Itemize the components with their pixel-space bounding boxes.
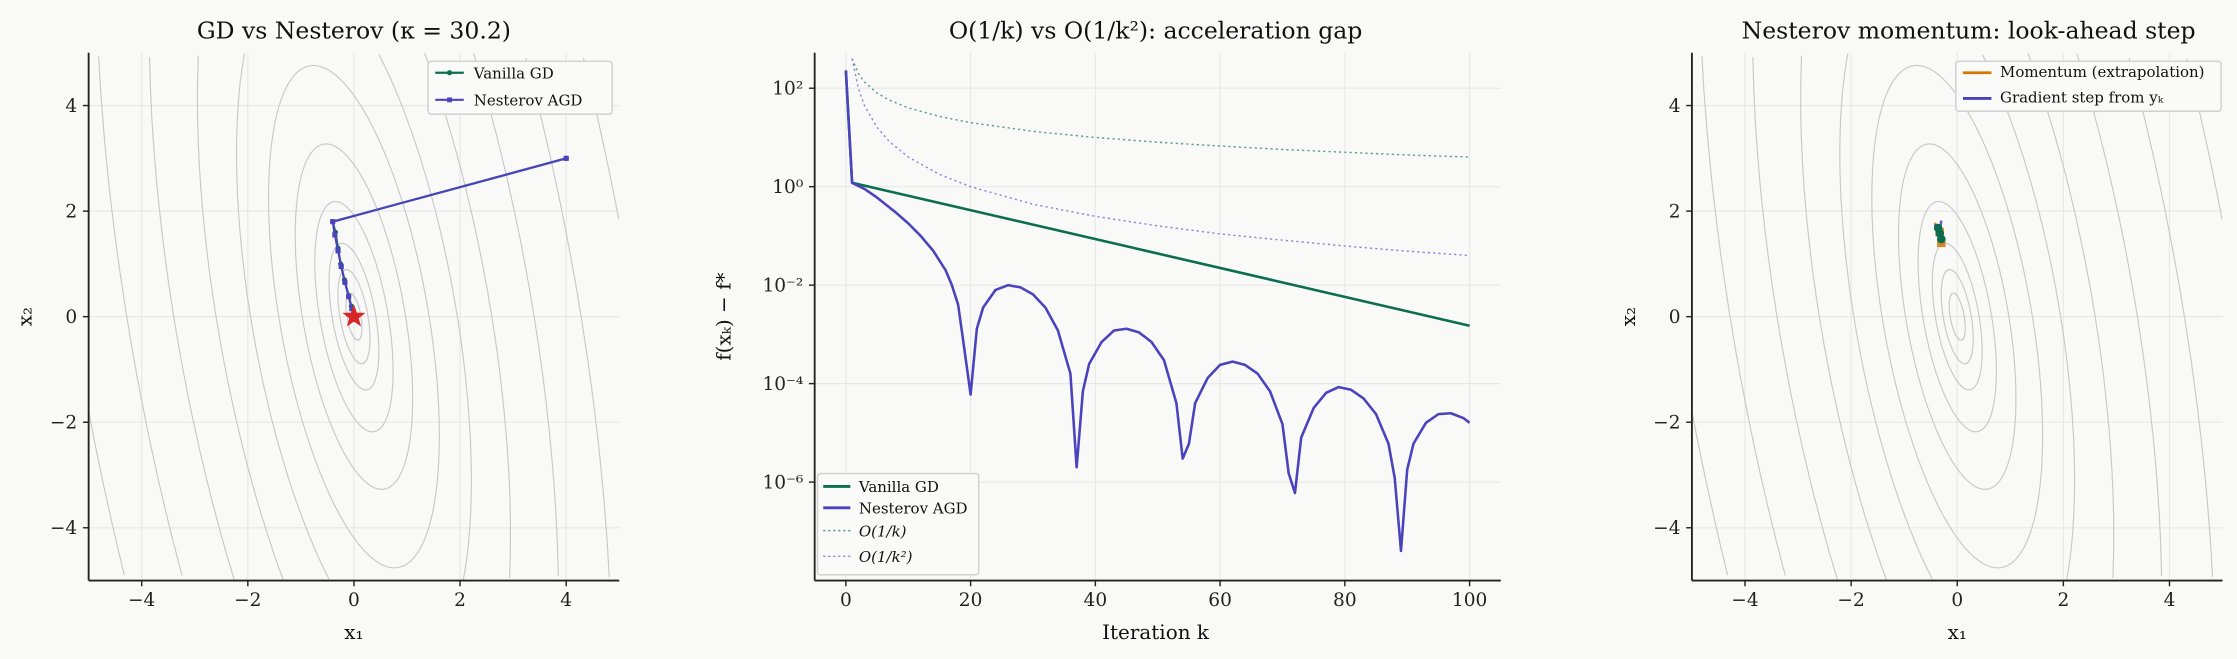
contour-line (1917, 200, 1997, 433)
nesterov-point (335, 248, 341, 254)
legend-label-o1k2: O(1/k²) (859, 548, 913, 566)
x-tick-label: 0 (840, 590, 852, 611)
legend-box (1955, 60, 2222, 112)
contour-line (1839, 53, 2076, 580)
legend-box (427, 60, 613, 115)
contour-line (196, 52, 511, 581)
nesterov-point (342, 279, 348, 285)
x-tick-label: 2 (454, 590, 466, 611)
y-tick-label: 10⁰ (772, 177, 803, 198)
x-tick-label: 100 (1452, 590, 1487, 611)
y-tick-label: −4 (1653, 518, 1680, 539)
optimum-star-icon (342, 304, 366, 327)
x-axis-label: x₁ (344, 620, 363, 644)
iterate-point-x (1937, 234, 1946, 244)
legend-marker-gd (446, 70, 453, 76)
nesterov-point (330, 219, 336, 225)
y-tick-label: 4 (65, 96, 77, 117)
contour-line (1701, 56, 2214, 578)
legend-marker-nesterov (447, 97, 452, 103)
y-axis-label: x₂ (13, 307, 37, 326)
y-tick-label: 10⁻² (762, 276, 803, 297)
contour-line (314, 200, 394, 433)
y-tick-label: −2 (50, 413, 77, 434)
contour-line (1800, 52, 2115, 581)
x-tick-label: 20 (959, 590, 983, 611)
x-tick-label: 60 (1208, 590, 1232, 611)
legend: Momentum (extrapolation) Gradient step f… (1955, 60, 2222, 112)
legend-label-o1k: O(1/k) (859, 522, 907, 540)
panel-gd-vs-nesterov: −4 −2 0 2 4 −4 −2 0 2 4 GD vs Nesterov (κ = 30.2)… (13, 17, 620, 644)
legend: Vanilla GD Nesterov AGD O(1/k) O(1/k²) (816, 472, 980, 576)
contour-line (294, 143, 414, 490)
contour-lines (1691, 52, 2223, 581)
y-tick-label: 0 (65, 307, 77, 328)
y-tick-label: 2 (65, 202, 77, 223)
legend-label-gradient: Gradient step from yₖ (2000, 89, 2164, 107)
x-tick-label: 0 (1951, 590, 1963, 611)
nesterov-point (349, 306, 355, 312)
contour-line (267, 64, 440, 569)
legend: Vanilla GD Nesterov AGD (427, 60, 613, 115)
y-tick-label: 0 (1669, 307, 1681, 328)
x-axis-label: x₁ (1948, 620, 1967, 644)
legend-box (816, 472, 980, 576)
contour-line (328, 242, 380, 391)
chart-title: O(1/k) vs O(1/k²): acceleration gap (949, 17, 1363, 45)
contour-line (1940, 269, 1974, 365)
y-tick-label: −4 (50, 518, 77, 539)
contour-line (337, 269, 371, 365)
y-tick-label: 10⁻⁴ (762, 374, 803, 395)
legend-label-nesterov: Nesterov AGD (474, 92, 583, 110)
y-axis-label: f(xₖ) − f* (712, 273, 736, 361)
panel-convergence: 0 20 40 60 80 100 10² 10⁰ 10⁻² 10⁻⁴ 10⁻⁶ O(1/k) vs… (712, 17, 1501, 644)
x-tick-label: 4 (560, 590, 572, 611)
contour-line (235, 53, 472, 580)
y-tick-label: 10² (772, 79, 803, 100)
contour-line (1948, 292, 1966, 341)
legend-label-gd: Vanilla GD (473, 64, 554, 82)
o-1-over-k-bound (851, 58, 1470, 158)
legend-label-gd: Vanilla GD (858, 478, 939, 496)
contour-line (1752, 53, 2163, 580)
x-tick-label: −4 (1731, 590, 1758, 611)
contour-line (345, 292, 363, 341)
y-tick-label: 4 (1669, 96, 1681, 117)
nesterov-point (338, 263, 344, 270)
nesterov-point (346, 294, 352, 300)
contour-line (98, 56, 610, 578)
nesterov-curve (844, 70, 1471, 553)
nesterov-point (563, 155, 569, 161)
y-tick-label: 2 (1669, 202, 1681, 223)
panel-lookahead: −4 −2 0 2 4 −4 −2 0 2 4 Nesterov momentum: look-a… (1616, 17, 2223, 644)
x-tick-label: −2 (234, 590, 261, 611)
y-axis-label: x₂ (1616, 307, 1640, 326)
x-tick-label: 2 (2057, 590, 2069, 611)
o-1-over-k2-bound (851, 58, 1470, 257)
contour-line (1897, 143, 2017, 490)
contour-lines (88, 52, 620, 581)
x-tick-label: 80 (1333, 590, 1357, 611)
nesterov-point (332, 232, 338, 238)
x-tick-label: −4 (128, 590, 155, 611)
x-tick-label: −2 (1837, 590, 1864, 611)
contour-line (1871, 64, 2044, 569)
legend-label-nesterov: Nesterov AGD (859, 500, 968, 518)
x-axis-label: Iteration k (1102, 620, 1210, 644)
y-tick-label: −2 (1653, 413, 1680, 434)
legend-label-momentum: Momentum (extrapolation) (2000, 63, 2204, 81)
x-tick-label: 0 (348, 590, 360, 611)
chart-title: GD vs Nesterov (κ = 30.2) (197, 17, 511, 45)
y-tick-label: 10⁻⁶ (762, 473, 803, 494)
contour-line (149, 53, 559, 580)
x-tick-label: 4 (2164, 590, 2176, 611)
chart-title: Nesterov momentum: look-ahead step (1742, 17, 2196, 45)
x-tick-label: 40 (1084, 590, 1108, 611)
